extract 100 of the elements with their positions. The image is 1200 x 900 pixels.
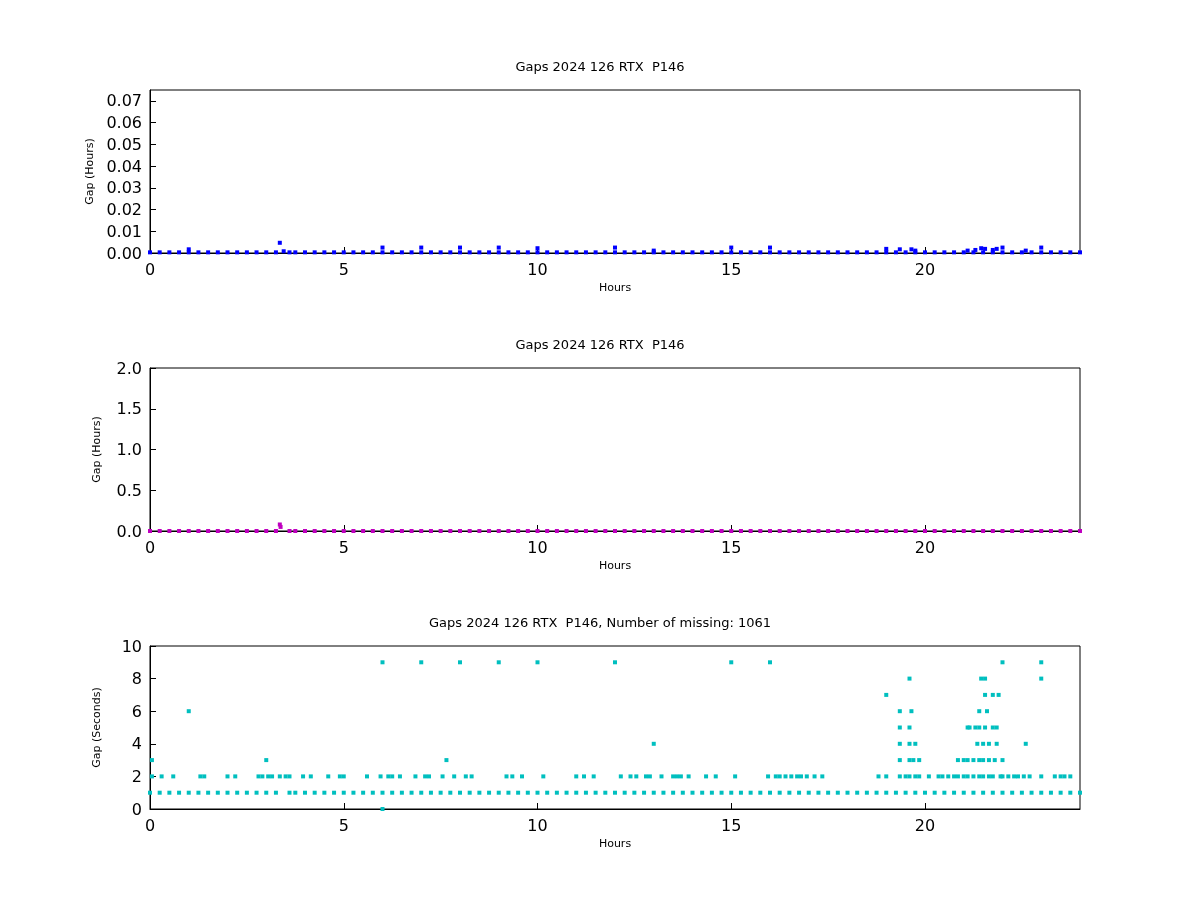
point	[729, 660, 734, 665]
point	[1000, 245, 1005, 250]
point	[986, 741, 991, 746]
y-tick-label: 0.03	[106, 178, 142, 198]
point	[990, 725, 995, 730]
point	[979, 246, 984, 251]
point	[911, 758, 916, 763]
point	[277, 240, 282, 245]
point	[977, 725, 982, 730]
point	[897, 247, 902, 252]
point	[897, 725, 902, 730]
point	[907, 725, 912, 730]
point	[897, 741, 902, 746]
point	[281, 249, 286, 254]
point	[983, 246, 988, 251]
y-axis-title: Gap (Seconds)	[90, 687, 103, 768]
point	[985, 709, 989, 714]
point	[1000, 758, 1005, 763]
point	[264, 758, 269, 763]
point	[909, 247, 914, 252]
point	[1023, 248, 1028, 253]
point	[979, 676, 984, 681]
point	[955, 758, 960, 763]
point	[965, 758, 970, 763]
point	[909, 709, 914, 714]
point	[965, 248, 970, 253]
x-tick-label: 10	[527, 259, 548, 279]
chart-title: Gaps 2024 126 RTX P146	[515, 59, 685, 74]
point	[983, 692, 988, 697]
point	[1000, 660, 1005, 665]
y-tick-label: 1.0	[116, 440, 142, 459]
point	[971, 758, 976, 763]
point	[983, 725, 988, 730]
y-tick-label: 0.0	[116, 521, 142, 541]
x-tick-label: 20	[914, 259, 936, 279]
point	[884, 692, 889, 697]
point	[961, 758, 966, 763]
point	[897, 758, 902, 763]
point	[994, 741, 999, 746]
point	[977, 758, 982, 763]
point	[1039, 676, 1044, 681]
point	[444, 758, 449, 763]
point	[729, 245, 734, 250]
point	[768, 245, 772, 250]
point	[913, 741, 918, 746]
y-tick-label: 0.04	[106, 156, 142, 176]
point	[1039, 245, 1044, 250]
point	[992, 758, 997, 763]
point	[380, 245, 385, 250]
point	[994, 725, 999, 730]
y-tick-label: 4	[131, 734, 142, 754]
y-tick-label: 0.01	[106, 221, 142, 241]
y-tick-label: 6	[131, 701, 142, 721]
y-axis-title: Gap (Hours)	[90, 416, 103, 483]
point	[977, 709, 982, 714]
point	[613, 660, 617, 665]
point	[496, 245, 501, 250]
point	[884, 246, 889, 251]
x-tick-label: 5	[338, 537, 349, 557]
y-tick-label: 2	[131, 766, 142, 786]
point	[186, 709, 191, 714]
y-tick-label: 10	[121, 636, 142, 656]
x-tick-label: 15	[721, 815, 742, 835]
point	[981, 741, 986, 746]
point	[535, 660, 540, 665]
point	[996, 692, 1001, 697]
point	[907, 741, 912, 746]
point	[651, 741, 656, 746]
x-tick-label: 5	[338, 815, 349, 835]
x-tick-label: 15	[721, 259, 742, 279]
x-tick-label: 0	[144, 815, 156, 835]
point	[1039, 660, 1044, 665]
x-tick-label: 5	[338, 259, 349, 279]
point	[986, 758, 991, 763]
x-tick-label: 20	[914, 537, 936, 557]
point	[907, 676, 912, 681]
y-tick-label: 0.06	[106, 113, 142, 133]
y-tick-label: 8	[131, 669, 142, 689]
point	[380, 660, 385, 665]
point	[983, 676, 988, 681]
chart-title: Gaps 2024 126 RTX P146, Number of missing: 1061	[428, 615, 772, 630]
chart-title: Gaps 2024 126 RTX P146	[515, 337, 685, 352]
y-tick-label: 0.5	[116, 480, 142, 500]
y-tick-label: 2.0	[116, 358, 142, 378]
point	[380, 807, 385, 811]
point	[1023, 741, 1028, 746]
point	[973, 725, 978, 730]
x-tick-label: 20	[914, 815, 936, 835]
y-tick-label: 0.07	[106, 91, 142, 111]
x-axis-title: Hours	[598, 836, 632, 850]
point	[419, 245, 424, 250]
y-tick-label: 0.00	[106, 243, 142, 263]
point	[613, 245, 617, 250]
y-tick-label: 0.05	[106, 134, 142, 154]
y-tick-label: 0	[131, 799, 142, 819]
point	[897, 709, 902, 714]
point	[496, 660, 501, 665]
point	[975, 741, 980, 746]
point	[917, 758, 922, 763]
point	[149, 758, 154, 763]
